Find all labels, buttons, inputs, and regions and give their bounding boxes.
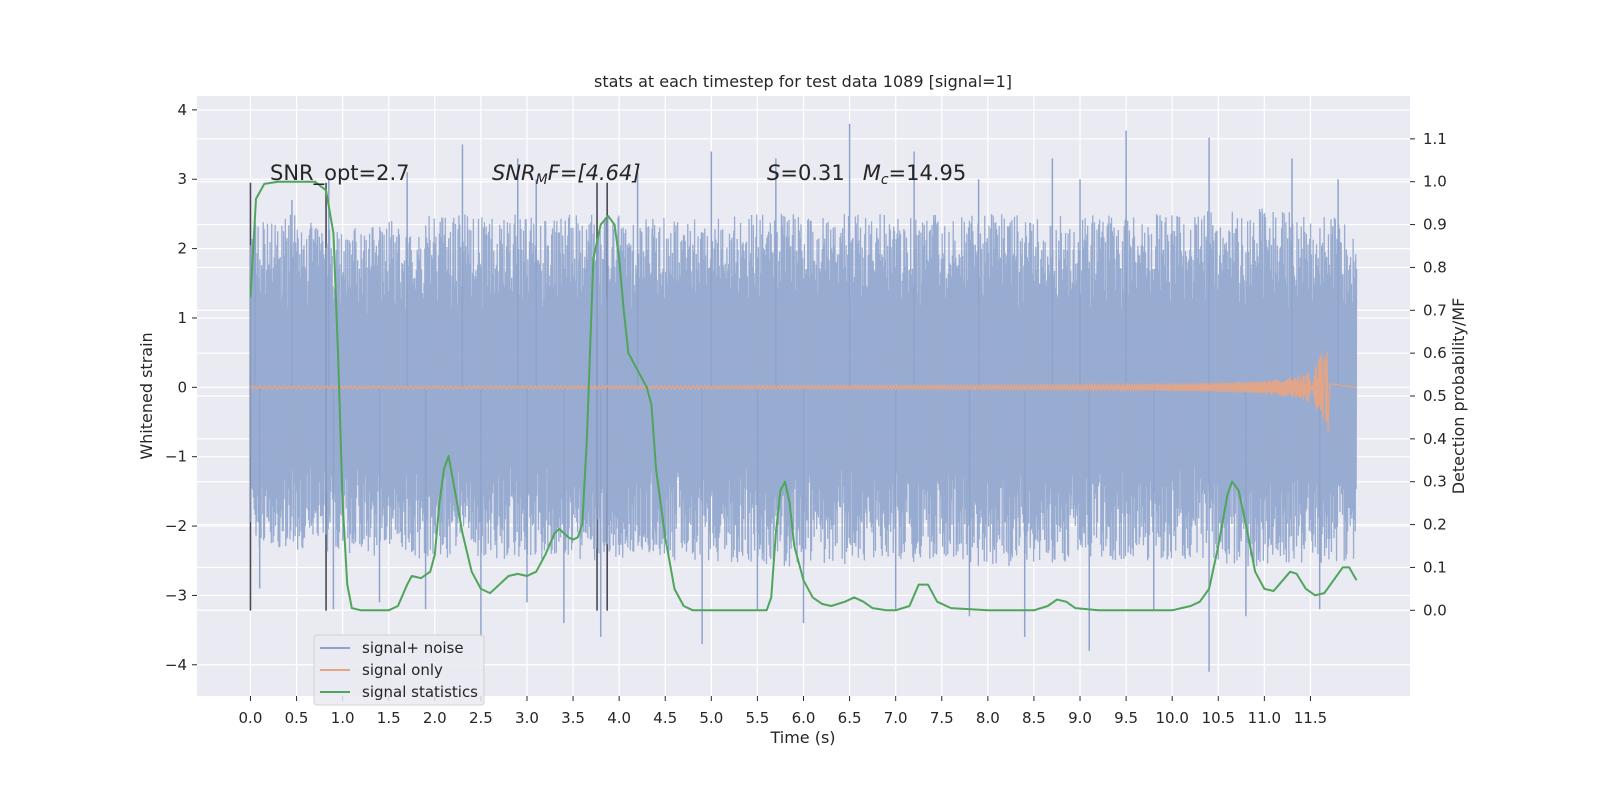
y2-tick-label: 0.0	[1423, 601, 1447, 619]
statistics-trace	[249, 180, 1358, 612]
y-tick-label: 1	[177, 309, 187, 327]
y2-tick-label: 0.7	[1423, 301, 1447, 319]
x-tick-label: 3.0	[515, 709, 539, 727]
series-signal-only	[250, 351, 1357, 434]
chart-title: stats at each timestep for test data 108…	[594, 72, 1012, 91]
mc-var: M	[863, 161, 881, 185]
x-tick-label: 8.5	[1022, 709, 1046, 727]
y2-tick-label: 0.2	[1423, 516, 1447, 534]
s-var: S	[767, 161, 780, 185]
x-axis-ticks: 0.0 0.5 1.0 1.5 2.0 2.5 3.0 3.5 4.0 4.5 5.0 5.5 6.0 6…	[239, 696, 1327, 727]
x-tick-label: 2.0	[423, 709, 447, 727]
y2-tick-label: 0.3	[1423, 473, 1447, 491]
legend-label-stats: signal statistics	[362, 683, 478, 701]
y2-tick-label: 0.5	[1423, 387, 1447, 405]
snr-mf-f: F=[4.64]	[548, 161, 641, 185]
y2-tick-label: 0.8	[1423, 258, 1447, 276]
x-tick-label: 11.0	[1248, 709, 1281, 727]
legend-label-noise: signal+ noise	[362, 639, 464, 657]
x-tick-label: 7.5	[930, 709, 954, 727]
legend: signal+ noise signal only signal statist…	[313, 634, 485, 706]
x-tick-label: 6.0	[792, 709, 816, 727]
x-tick-label: 6.5	[838, 709, 862, 727]
x-tick-label: 0.0	[239, 709, 263, 727]
x-tick-label: 10.0	[1155, 709, 1188, 727]
x-tick-label: 10.5	[1202, 709, 1235, 727]
x-axis-label: Time (s)	[769, 728, 835, 747]
y-tick-label: 2	[177, 240, 187, 258]
y-axis-ticks: −4 −3 −2 −1 0 1 2 3 4	[165, 101, 197, 674]
y2-tick-label: 0.4	[1423, 430, 1447, 448]
x-tick-label: 5.0	[699, 709, 723, 727]
annotation-snr-opt: SNR_opt=2.7	[270, 161, 410, 186]
x-tick-label: 9.5	[1114, 709, 1138, 727]
y-axis-label: Whitened strain	[137, 332, 156, 459]
x-tick-label: 4.5	[653, 709, 677, 727]
y-tick-label: −3	[165, 586, 187, 604]
signal-trace	[250, 351, 1357, 434]
x-tick-label: 8.0	[976, 709, 1000, 727]
y2-tick-label: 0.6	[1423, 344, 1447, 362]
x-tick-label: 1.5	[377, 709, 401, 727]
y-tick-label: −1	[165, 448, 187, 466]
y2-tick-label: 1.1	[1423, 130, 1447, 148]
annotation-snr-mf: SNRMF=[4.64]	[492, 161, 641, 188]
series-signal-noise	[249, 123, 1358, 672]
x-tick-label: 3.5	[561, 709, 585, 727]
y-tick-label: 0	[177, 378, 187, 396]
series-signal-statistics	[249, 180, 1358, 612]
noise-trace	[249, 208, 1358, 567]
y-tick-label: −2	[165, 517, 187, 535]
annotation-s-mc: S=0.31 Mc=14.95	[767, 161, 966, 188]
snr-mf-main: SNR	[492, 161, 536, 185]
mc-sub: c	[881, 172, 889, 188]
y2-axis-label: Detection probability/MF	[1449, 298, 1468, 495]
x-tick-label: 1.0	[331, 709, 355, 727]
snr-mf-sub: M	[536, 172, 548, 188]
y-tick-label: 3	[177, 170, 187, 188]
x-tick-label: 5.5	[745, 709, 769, 727]
legend-box	[313, 634, 485, 706]
x-tick-label: 11.5	[1294, 709, 1327, 727]
y2-tick-label: 1.0	[1423, 173, 1447, 191]
y2-axis-ticks: 0.0 0.1 0.2 0.3 0.4 0.5 0.6 0.7 0.8 0.9 1.0 1.1	[1410, 130, 1447, 619]
x-tick-label: 0.5	[285, 709, 309, 727]
mc-val: =14.95	[889, 161, 967, 185]
y-tick-label: 4	[177, 101, 187, 119]
x-tick-label: 7.0	[884, 709, 908, 727]
x-tick-label: 9.0	[1068, 709, 1092, 727]
y2-tick-label: 0.9	[1423, 216, 1447, 234]
y-tick-label: −4	[165, 656, 187, 674]
x-tick-label: 2.5	[469, 709, 493, 727]
y2-tick-label: 0.1	[1423, 558, 1447, 576]
s-val: =0.31	[780, 161, 844, 185]
legend-label-signal: signal only	[362, 661, 443, 679]
x-tick-label: 4.0	[607, 709, 631, 727]
